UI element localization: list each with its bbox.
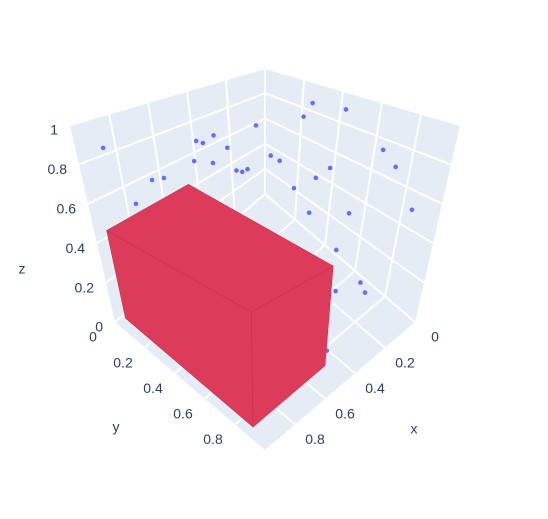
point [291, 185, 297, 191]
grid-line [324, 90, 344, 246]
x-axis-title: x [411, 421, 418, 437]
grid-line [294, 79, 305, 220]
y-tick-label: 0.8 [203, 431, 223, 447]
z-tick-label: 0.8 [48, 161, 68, 177]
z-tick-label: 1 [50, 122, 58, 138]
grid-line [264, 92, 452, 166]
y-tick-label: 0.4 [143, 380, 163, 396]
point [211, 133, 216, 138]
z-axis-title: z [19, 261, 26, 277]
point [362, 290, 368, 295]
grid-line [264, 193, 416, 323]
point [277, 158, 283, 164]
point [268, 153, 274, 158]
point [306, 210, 312, 216]
y-tick-label: 0 [89, 329, 97, 345]
grid-line [354, 102, 383, 271]
point [253, 123, 259, 128]
point [380, 147, 386, 153]
point [225, 145, 230, 151]
point [133, 201, 139, 207]
point [193, 138, 199, 144]
point [346, 211, 352, 216]
point [358, 280, 363, 285]
point [100, 145, 106, 151]
z-tick-label: 0.6 [57, 201, 77, 217]
point [301, 114, 306, 119]
point [333, 247, 339, 253]
point [149, 177, 155, 183]
x-tick-label: 0 [431, 329, 439, 345]
point [327, 165, 333, 171]
x-tick-label: 0.8 [305, 431, 325, 447]
point [210, 160, 216, 166]
x-tick-label: 0.4 [365, 380, 385, 396]
z-tick-label: 0 [95, 319, 103, 335]
point [239, 169, 245, 175]
point [200, 140, 206, 146]
point [343, 107, 349, 112]
y-axis-title: y [113, 419, 120, 435]
point [393, 164, 398, 170]
point [313, 175, 319, 181]
y-tick-label: 0.2 [113, 354, 133, 370]
y-tick-label: 0.6 [173, 406, 193, 422]
grid-line [264, 167, 425, 284]
grid-line [225, 79, 236, 220]
point [161, 175, 167, 181]
point [333, 288, 338, 294]
grid-line [384, 113, 422, 297]
grid-line [264, 142, 434, 245]
x-tick-label: 0.6 [335, 406, 355, 422]
grid-line [264, 67, 461, 126]
wall-pane [265, 68, 460, 322]
point [409, 207, 415, 213]
z-tick-label: 0.4 [66, 240, 86, 256]
z-tick-label: 0.2 [75, 279, 95, 295]
point [234, 168, 239, 173]
point [191, 158, 197, 164]
point [245, 166, 250, 172]
grid-line [264, 117, 443, 205]
grid-line [69, 67, 266, 126]
box-face [106, 184, 334, 313]
x-tick-label: 0.2 [395, 354, 415, 370]
grid-line [87, 117, 266, 205]
grid-line [78, 92, 266, 166]
point [310, 100, 315, 106]
